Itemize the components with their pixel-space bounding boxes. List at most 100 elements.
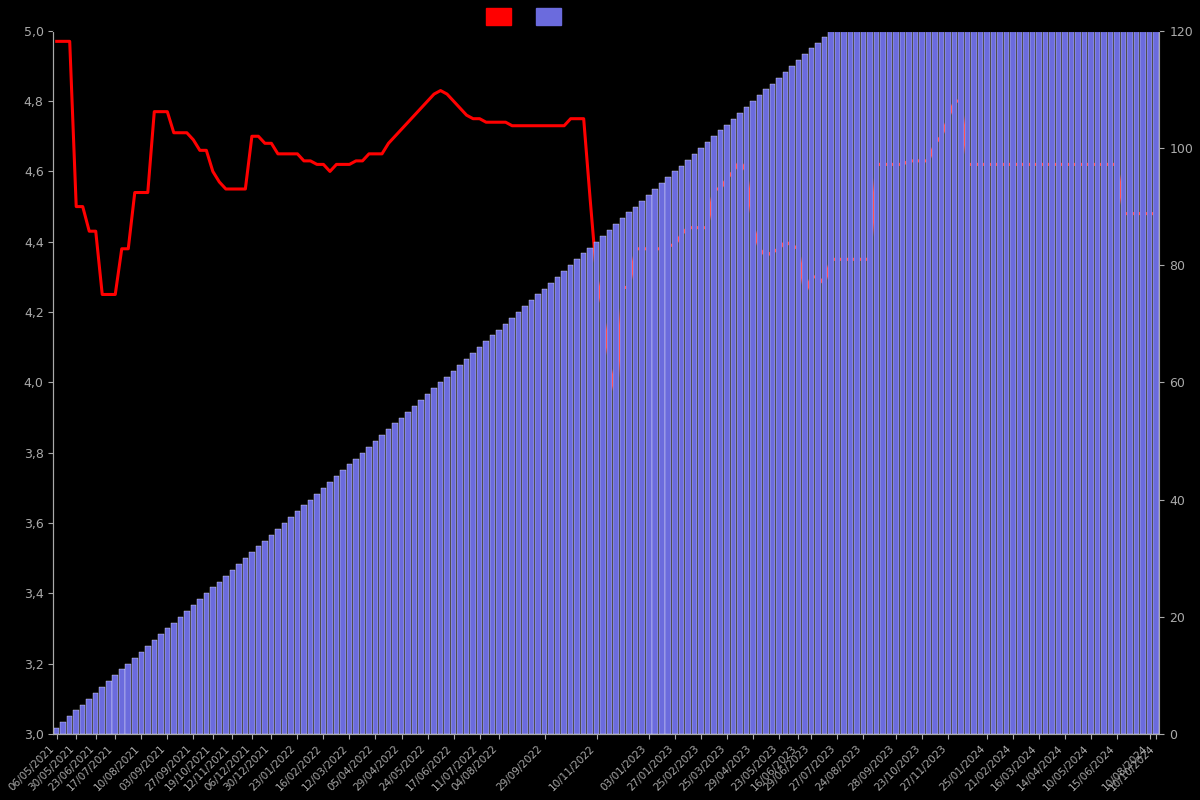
Bar bbox=[1010, 0, 1016, 734]
Bar bbox=[340, 470, 346, 734]
Bar bbox=[301, 506, 307, 734]
Bar bbox=[269, 534, 274, 734]
Bar bbox=[425, 394, 431, 734]
Bar bbox=[691, 154, 697, 734]
Bar bbox=[744, 107, 749, 734]
Bar bbox=[236, 564, 241, 734]
Bar bbox=[1115, 0, 1120, 734]
Bar bbox=[535, 294, 541, 734]
Bar bbox=[756, 95, 762, 734]
Bar bbox=[724, 125, 730, 734]
Bar bbox=[626, 213, 632, 734]
Bar bbox=[659, 183, 665, 734]
Bar bbox=[476, 347, 482, 734]
Bar bbox=[431, 388, 437, 734]
Bar bbox=[854, 7, 859, 734]
Bar bbox=[712, 136, 716, 734]
Bar bbox=[919, 0, 925, 734]
Bar bbox=[971, 0, 977, 734]
Bar bbox=[613, 224, 619, 734]
Bar bbox=[314, 494, 319, 734]
Bar bbox=[113, 675, 118, 734]
Bar bbox=[1024, 0, 1028, 734]
Bar bbox=[932, 0, 937, 734]
Bar bbox=[548, 282, 554, 734]
Bar bbox=[952, 0, 958, 734]
Bar bbox=[1128, 0, 1133, 734]
Bar bbox=[769, 83, 775, 734]
Bar bbox=[438, 382, 443, 734]
Bar bbox=[938, 0, 944, 734]
Bar bbox=[73, 710, 79, 734]
Bar bbox=[145, 646, 150, 734]
Bar bbox=[392, 423, 397, 734]
Bar bbox=[1082, 0, 1087, 734]
Bar bbox=[581, 254, 587, 734]
Bar bbox=[1069, 0, 1074, 734]
Bar bbox=[295, 511, 300, 734]
Bar bbox=[666, 178, 671, 734]
Bar bbox=[1056, 0, 1061, 734]
Bar bbox=[632, 206, 638, 734]
Bar bbox=[965, 0, 971, 734]
Bar bbox=[54, 728, 60, 734]
Bar bbox=[126, 664, 131, 734]
Bar bbox=[60, 722, 66, 734]
Legend: , : , bbox=[480, 2, 577, 30]
Bar bbox=[385, 430, 391, 734]
Bar bbox=[906, 0, 912, 734]
Bar bbox=[678, 166, 684, 734]
Bar bbox=[347, 464, 353, 734]
Bar bbox=[497, 330, 502, 734]
Bar bbox=[737, 113, 743, 734]
Bar bbox=[256, 546, 262, 734]
Bar bbox=[398, 418, 404, 734]
Bar bbox=[288, 517, 294, 734]
Bar bbox=[731, 118, 736, 734]
Bar bbox=[353, 458, 359, 734]
Bar bbox=[106, 681, 112, 734]
Bar bbox=[172, 622, 176, 734]
Bar bbox=[900, 0, 905, 734]
Bar bbox=[868, 0, 872, 734]
Bar bbox=[991, 0, 996, 734]
Bar bbox=[516, 312, 521, 734]
Bar bbox=[802, 54, 808, 734]
Bar bbox=[210, 587, 216, 734]
Bar bbox=[594, 242, 600, 734]
Bar bbox=[620, 218, 625, 734]
Bar bbox=[444, 377, 450, 734]
Bar bbox=[809, 48, 814, 734]
Bar bbox=[822, 37, 827, 734]
Bar bbox=[698, 148, 703, 734]
Bar bbox=[1108, 0, 1114, 734]
Bar bbox=[568, 265, 574, 734]
Bar bbox=[178, 617, 184, 734]
Bar bbox=[1147, 0, 1152, 734]
Bar bbox=[835, 25, 840, 734]
Bar bbox=[1075, 0, 1081, 734]
Bar bbox=[164, 629, 170, 734]
Bar bbox=[262, 541, 268, 734]
Bar bbox=[1049, 0, 1055, 734]
Bar bbox=[763, 90, 769, 734]
Bar bbox=[328, 482, 332, 734]
Bar bbox=[880, 0, 886, 734]
Bar bbox=[1102, 0, 1106, 734]
Bar bbox=[1030, 0, 1036, 734]
Bar bbox=[718, 130, 724, 734]
Bar bbox=[242, 558, 248, 734]
Bar bbox=[1140, 0, 1146, 734]
Bar bbox=[484, 342, 488, 734]
Bar bbox=[1037, 0, 1042, 734]
Bar bbox=[86, 698, 92, 734]
Bar bbox=[529, 300, 534, 734]
Bar bbox=[1016, 0, 1022, 734]
Bar bbox=[575, 259, 580, 734]
Bar bbox=[379, 435, 385, 734]
Bar bbox=[542, 289, 547, 734]
Bar bbox=[776, 78, 781, 734]
Bar bbox=[490, 335, 496, 734]
Bar bbox=[646, 195, 652, 734]
Bar bbox=[588, 247, 593, 734]
